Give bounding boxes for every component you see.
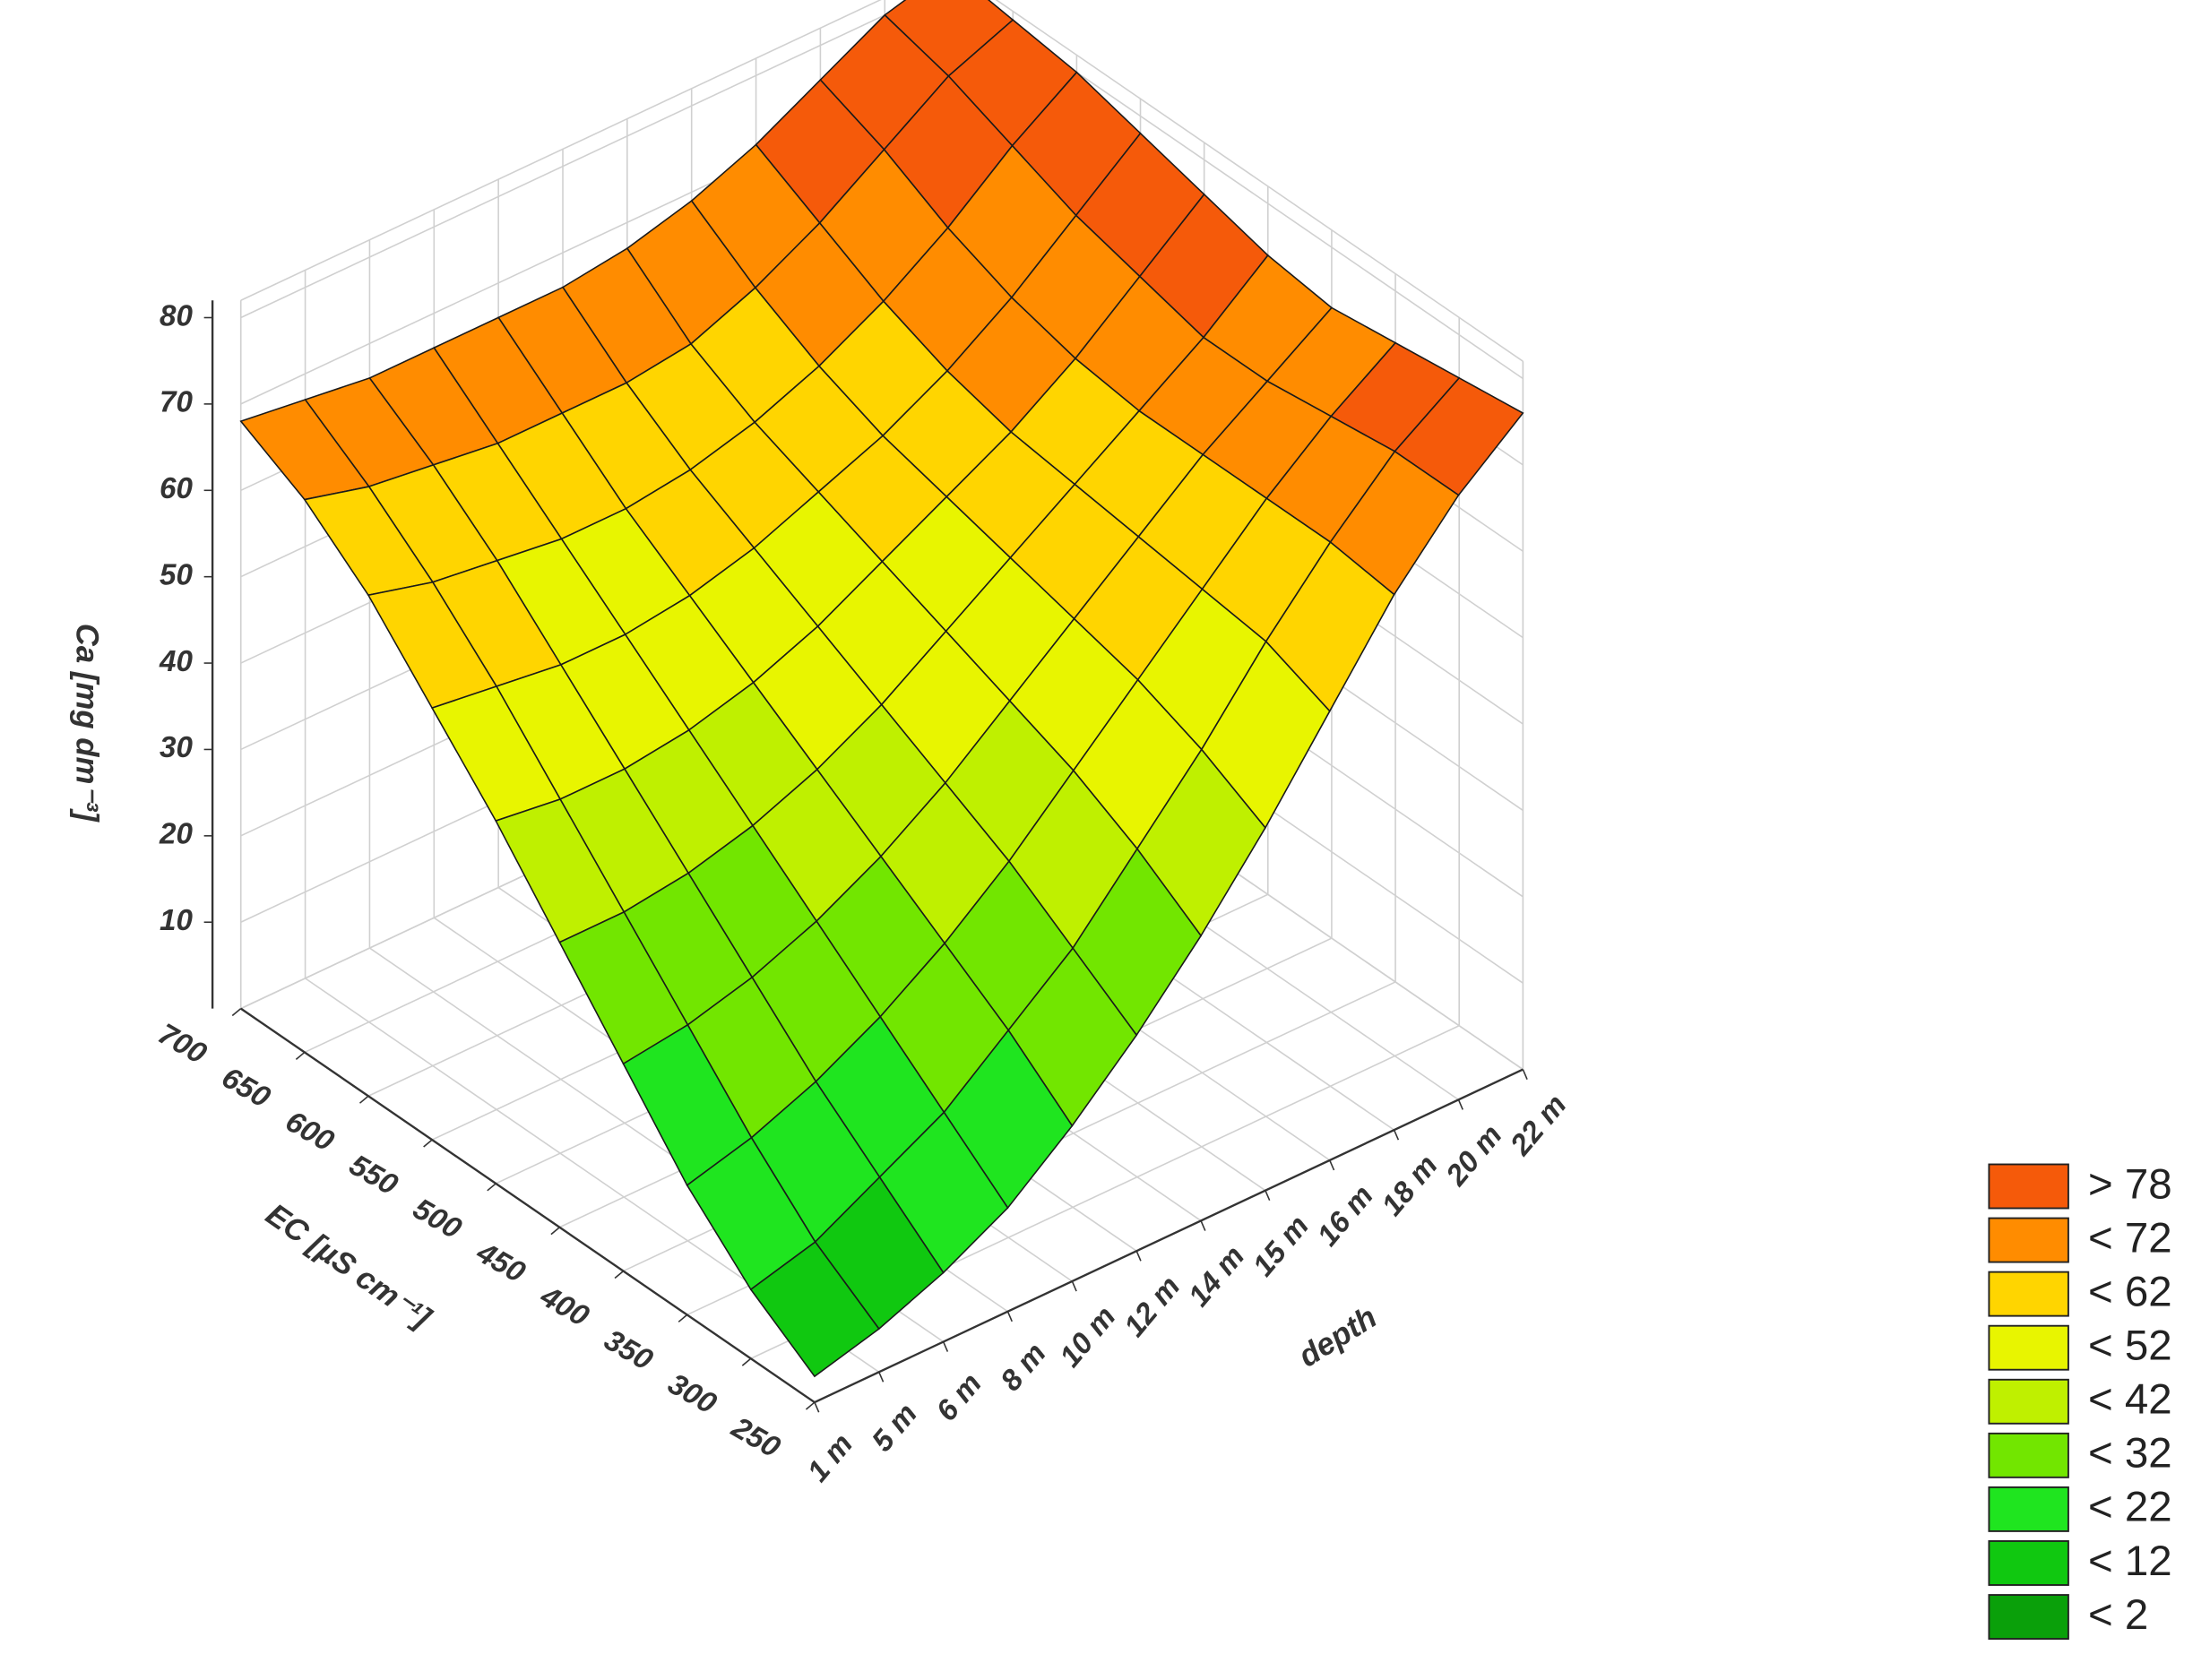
legend-label: < 42 bbox=[2088, 1376, 2172, 1424]
x-tick-label: 300 bbox=[662, 1367, 722, 1421]
x-tick bbox=[550, 1227, 560, 1236]
legend-swatch bbox=[1988, 1217, 2069, 1263]
x-tick-label: 600 bbox=[280, 1105, 340, 1159]
z-tick-label: 70 bbox=[160, 386, 193, 419]
x-tick-label: 350 bbox=[599, 1323, 659, 1377]
y-tick bbox=[814, 1401, 820, 1413]
legend-label: < 62 bbox=[2088, 1268, 2172, 1315]
legend-label: < 72 bbox=[2088, 1214, 2172, 1262]
x-tick bbox=[741, 1357, 752, 1366]
y-tick bbox=[1265, 1190, 1271, 1202]
y-tick-label: 18 m bbox=[1376, 1149, 1445, 1222]
y-tick-label: 15 m bbox=[1247, 1210, 1316, 1283]
x-tick bbox=[359, 1095, 369, 1104]
legend-swatch bbox=[1988, 1486, 2069, 1532]
y-tick bbox=[1071, 1280, 1077, 1292]
y-tick-label: 12 m bbox=[1118, 1270, 1187, 1343]
legend-label: < 52 bbox=[2088, 1322, 2172, 1370]
x-tick-label: 250 bbox=[725, 1410, 786, 1465]
z-tick-label: 30 bbox=[160, 731, 193, 764]
x-tick bbox=[678, 1314, 688, 1322]
legend-swatch bbox=[1988, 1271, 2069, 1317]
y-tick bbox=[1200, 1220, 1206, 1231]
y-tick bbox=[1457, 1099, 1463, 1110]
y-tick-label: 1 m bbox=[801, 1427, 859, 1488]
x-tick-label: 550 bbox=[343, 1149, 403, 1202]
legend-label: < 32 bbox=[2088, 1430, 2172, 1478]
legend-swatch bbox=[1988, 1432, 2069, 1478]
z-tick-label: 10 bbox=[160, 904, 193, 937]
z-tick-label: 50 bbox=[160, 558, 193, 591]
y-tick-label: 10 m bbox=[1054, 1300, 1123, 1374]
y-axis bbox=[814, 1068, 1524, 1404]
y-tick-label: 8 m bbox=[995, 1337, 1053, 1398]
y-tick bbox=[878, 1371, 885, 1383]
x-tick bbox=[487, 1183, 496, 1192]
x-tick bbox=[614, 1270, 625, 1279]
y-tick-label: 6 m bbox=[930, 1367, 988, 1428]
legend-label: < 22 bbox=[2088, 1484, 2172, 1531]
y-tick bbox=[942, 1341, 949, 1352]
x-tick-label: 450 bbox=[470, 1236, 531, 1290]
y-tick-label: 20 m bbox=[1439, 1119, 1509, 1193]
x-tick bbox=[295, 1051, 306, 1060]
z-axis-title: Ca [mg dm⁻³] bbox=[70, 624, 104, 823]
legend-label: > 78 bbox=[2088, 1160, 2172, 1208]
legend-swatch bbox=[1988, 1378, 2069, 1425]
y-tick-label: 5 m bbox=[866, 1398, 924, 1459]
y-tick-label: 22 m bbox=[1504, 1089, 1574, 1163]
surface-cell bbox=[749, 1240, 880, 1378]
z-tick-label: 80 bbox=[160, 299, 193, 332]
z-tick-label: 20 bbox=[159, 818, 193, 851]
x-tick bbox=[231, 1008, 242, 1017]
legend-swatch bbox=[1988, 1540, 2069, 1586]
x-tick-label: 650 bbox=[216, 1061, 276, 1115]
legend-swatch bbox=[1988, 1594, 2069, 1641]
legend-swatch bbox=[1988, 1324, 2069, 1371]
y-tick bbox=[1393, 1129, 1400, 1141]
x-tick-label: 700 bbox=[152, 1017, 212, 1071]
legend-swatch bbox=[1988, 1163, 2069, 1210]
legend-label: < 12 bbox=[2088, 1538, 2172, 1585]
x-tick bbox=[423, 1139, 433, 1148]
y-tick bbox=[1522, 1069, 1528, 1080]
z-tick-label: 40 bbox=[159, 645, 193, 678]
y-tick bbox=[1135, 1250, 1142, 1262]
y-tick bbox=[1006, 1311, 1013, 1322]
y-tick-label: 14 m bbox=[1182, 1240, 1251, 1314]
grid-line bbox=[304, 270, 880, 1373]
x-tick-label: 500 bbox=[408, 1193, 468, 1246]
x-tick-label: 400 bbox=[534, 1279, 595, 1334]
x-tick bbox=[805, 1401, 816, 1410]
z-tick-label: 60 bbox=[160, 472, 193, 505]
legend-label: < 2 bbox=[2088, 1591, 2148, 1639]
y-tick-label: 16 m bbox=[1311, 1179, 1380, 1253]
y-tick bbox=[1329, 1159, 1335, 1171]
y-axis-title: depth bbox=[1293, 1300, 1383, 1374]
x-axis bbox=[240, 1007, 816, 1404]
